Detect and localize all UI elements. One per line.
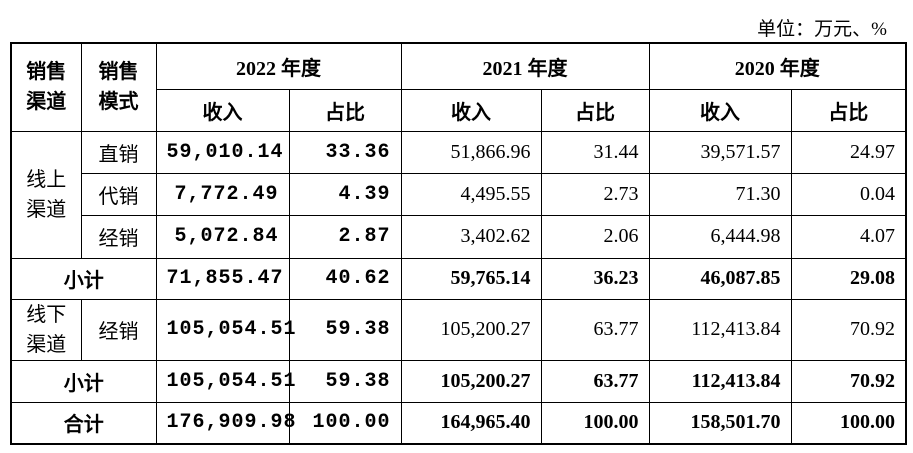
table-cell: 直销 bbox=[80, 130, 157, 174]
table-cell: 2021 年度 bbox=[400, 42, 650, 90]
table-cell: 36.23 bbox=[540, 257, 650, 300]
table-cell: 销售模式 bbox=[80, 42, 157, 132]
table-cell: 2020 年度 bbox=[648, 42, 907, 90]
table-cell: 7,772.49 bbox=[155, 172, 290, 216]
table-cell: 112,413.84 bbox=[648, 359, 792, 403]
table-row: 小计 71,855.47 40.62 59,765.14 36.23 46,087.85 2… bbox=[10, 257, 907, 300]
table-cell: 销售渠道 bbox=[10, 42, 82, 132]
table-row: 代销 7,772.49 4.39 4,495.55 2.73 71.30 0.04 bbox=[11, 172, 907, 216]
table-row: 经销 5,072.84 2.87 3,402.62 2.06 6,444.98 4.07 bbox=[11, 214, 907, 259]
table-cell: 59.38 bbox=[288, 359, 402, 403]
table-cell: 4.07 bbox=[790, 214, 907, 259]
table-cell: 63.77 bbox=[540, 298, 650, 361]
table-cell: 小计 bbox=[10, 359, 157, 403]
table-cell: 2022 年度 bbox=[155, 42, 402, 90]
table-cell: 代销 bbox=[80, 172, 157, 216]
table-cell: 100.00 bbox=[288, 401, 402, 445]
table-cell: 线下渠道 bbox=[10, 298, 82, 361]
table-cell: 合计 bbox=[10, 401, 157, 445]
table-cell: 46,087.85 bbox=[648, 257, 792, 300]
table-cell: 经销 bbox=[80, 214, 157, 259]
table-cell: 105,200.27 bbox=[400, 359, 542, 403]
table-cell: 100.00 bbox=[540, 401, 650, 445]
table-cell: 39,571.57 bbox=[648, 130, 792, 174]
table-row: 收入 占比 收入 占比 收入 占比 bbox=[11, 88, 907, 132]
table-cell: 收入 bbox=[648, 88, 792, 132]
table-cell: 24.97 bbox=[790, 130, 907, 174]
table-cell: 176,909.98 bbox=[155, 401, 296, 445]
table-cell: 70.92 bbox=[790, 298, 907, 361]
unit-note: 单位：万元、% bbox=[757, 19, 887, 40]
table-cell: 4.39 bbox=[288, 172, 402, 216]
table-row: 小计 105,054.51 59.38 105,200.27 63.77 112,413.… bbox=[10, 359, 907, 403]
table-row: 线下渠道 经销 105,054.51 59.38 105,200.27 63.77 112,… bbox=[10, 298, 907, 361]
table-cell: 占比 bbox=[790, 88, 907, 132]
table-cell: 2.73 bbox=[540, 172, 650, 216]
table-cell: 40.62 bbox=[288, 257, 402, 300]
table-cell: 29.08 bbox=[790, 257, 907, 300]
table-cell: 4,495.55 bbox=[400, 172, 542, 216]
table-row: 销售渠道 销售模式 2022 年度 2021 年度 2020 年度 bbox=[10, 42, 907, 132]
table-cell: 164,965.40 bbox=[400, 401, 542, 445]
table-cell: 31.44 bbox=[540, 130, 650, 174]
table-cell: 0.04 bbox=[790, 172, 907, 216]
table-cell: 105,200.27 bbox=[400, 298, 542, 361]
table-cell: 5,072.84 bbox=[155, 214, 290, 259]
table-cell: 59,765.14 bbox=[400, 257, 542, 300]
table-body: 销售渠道 销售模式 2022 年度 2021 年度 2020 年度 收入 占比 收入 占比 收入占… bbox=[10, 42, 907, 445]
table-cell: 6,444.98 bbox=[648, 214, 792, 259]
table-cell: 小计 bbox=[10, 257, 157, 300]
table-cell: 71.30 bbox=[648, 172, 792, 216]
table-cell: 59.38 bbox=[288, 298, 402, 361]
table-cell: 占比 bbox=[540, 88, 650, 132]
table-cell: 占比 bbox=[288, 88, 402, 132]
table-cell: 收入 bbox=[155, 88, 290, 132]
table-cell: 33.36 bbox=[288, 130, 402, 174]
table-cell: 158,501.70 bbox=[648, 401, 792, 445]
table-row: 线上渠道 直销 59,010.14 33.36 51,866.96 31.44 39,571… bbox=[10, 130, 907, 259]
table-cell: 51,866.96 bbox=[400, 130, 542, 174]
table-cell: 100.00 bbox=[790, 401, 907, 445]
table-cell: 3,402.62 bbox=[400, 214, 542, 259]
table-cell: 63.77 bbox=[540, 359, 650, 403]
table-cell: 105,054.51 bbox=[155, 298, 296, 361]
table-cell: 112,413.84 bbox=[648, 298, 792, 361]
table-row: 合计 176,909.98 100.00 164,965.40 100.00 158,50… bbox=[10, 401, 907, 445]
sales-table: 销售渠道 销售模式 2022 年度 2021 年度 2020 年度 收入 占比 收入 占比 收入占… bbox=[10, 42, 907, 445]
table-cell: 59,010.14 bbox=[155, 130, 290, 174]
table-cell: 105,054.51 bbox=[155, 359, 296, 403]
table-cell: 线上渠道 bbox=[10, 130, 82, 259]
table-cell: 经销 bbox=[80, 298, 157, 361]
table-cell: 2.06 bbox=[540, 214, 650, 259]
table-cell: 70.92 bbox=[790, 359, 907, 403]
table-cell: 2.87 bbox=[288, 214, 402, 259]
table-cell: 收入 bbox=[400, 88, 542, 132]
table-cell: 71,855.47 bbox=[155, 257, 290, 300]
